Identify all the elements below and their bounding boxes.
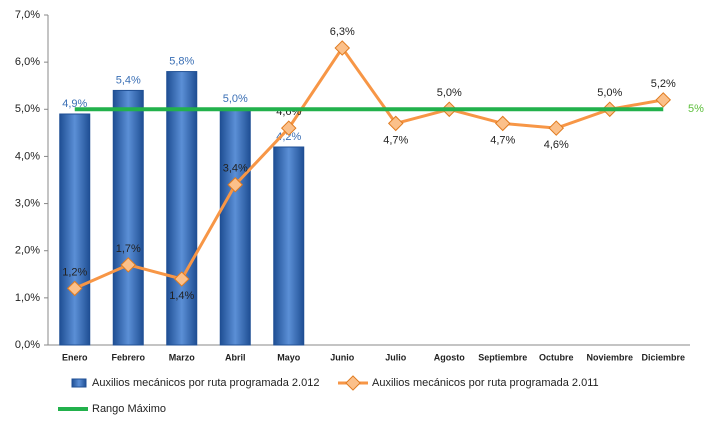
y-tick-label: 1,0% xyxy=(15,292,40,304)
line-label: 5% xyxy=(688,103,704,115)
bar xyxy=(166,71,198,346)
line-label: 1,2% xyxy=(62,266,87,278)
marker xyxy=(227,176,244,193)
bar xyxy=(112,89,144,346)
line-label: 3,4% xyxy=(223,163,248,175)
line-label: 5,0% xyxy=(437,87,462,99)
bar-label: 5,8% xyxy=(169,55,194,67)
marker xyxy=(334,40,351,56)
x-tick-label: Junio xyxy=(330,352,355,362)
bar xyxy=(273,146,305,346)
y-tick-label: 6,0% xyxy=(15,56,40,68)
marker xyxy=(548,120,565,136)
y-tick-label: 0,0% xyxy=(15,339,40,351)
x-tick-label: Agosto xyxy=(434,352,465,362)
line-label: 4,7% xyxy=(490,134,515,146)
line-label: 5,2% xyxy=(651,78,676,90)
marker xyxy=(387,115,404,132)
x-tick-label: Mayo xyxy=(277,352,301,362)
bar-label: 5,0% xyxy=(223,93,248,105)
x-tick-label: Noviembre xyxy=(586,352,633,362)
marker xyxy=(494,115,511,132)
marker xyxy=(280,120,297,136)
legend-swatch xyxy=(71,378,87,388)
legend-label: Rango Máximo xyxy=(92,403,166,415)
x-tick-label: Julio xyxy=(385,352,407,362)
line-label: 4,6% xyxy=(544,139,569,151)
line-label: 6,3% xyxy=(330,26,355,38)
line-label: 1,7% xyxy=(116,243,141,255)
x-tick-label: Abril xyxy=(225,352,246,362)
line xyxy=(74,45,664,290)
legend-label: Auxilios mecánicos por ruta programada 2… xyxy=(372,377,599,389)
line-label: 5,0% xyxy=(597,87,622,99)
y-tick-label: 7,0% xyxy=(15,9,40,21)
x-tick-label: Febrero xyxy=(111,352,145,362)
legend-label: Auxilios mecánicos por ruta programada 2… xyxy=(92,377,319,389)
x-tick-label: Enero xyxy=(62,352,88,362)
legend-marker xyxy=(345,375,361,391)
x-tick-label: Septiembre xyxy=(478,352,527,362)
y-tick-label: 5,0% xyxy=(15,103,40,115)
y-tick-label: 2,0% xyxy=(15,245,40,257)
bar xyxy=(59,113,91,346)
x-tick-label: Marzo xyxy=(169,352,196,362)
marker xyxy=(120,257,137,273)
marker xyxy=(66,280,83,297)
marker xyxy=(655,92,672,108)
x-tick-label: Diciembre xyxy=(641,352,685,362)
marker xyxy=(173,271,190,287)
line-label: 1,4% xyxy=(169,290,194,302)
y-tick-label: 4,0% xyxy=(15,150,40,162)
x-tick-label: Octubre xyxy=(539,352,574,362)
bar-label: 4,9% xyxy=(62,98,87,110)
y-tick-label: 3,0% xyxy=(15,197,40,209)
bar-label: 5,4% xyxy=(116,74,141,86)
bar xyxy=(219,108,251,346)
line-label: 4,7% xyxy=(383,134,408,146)
